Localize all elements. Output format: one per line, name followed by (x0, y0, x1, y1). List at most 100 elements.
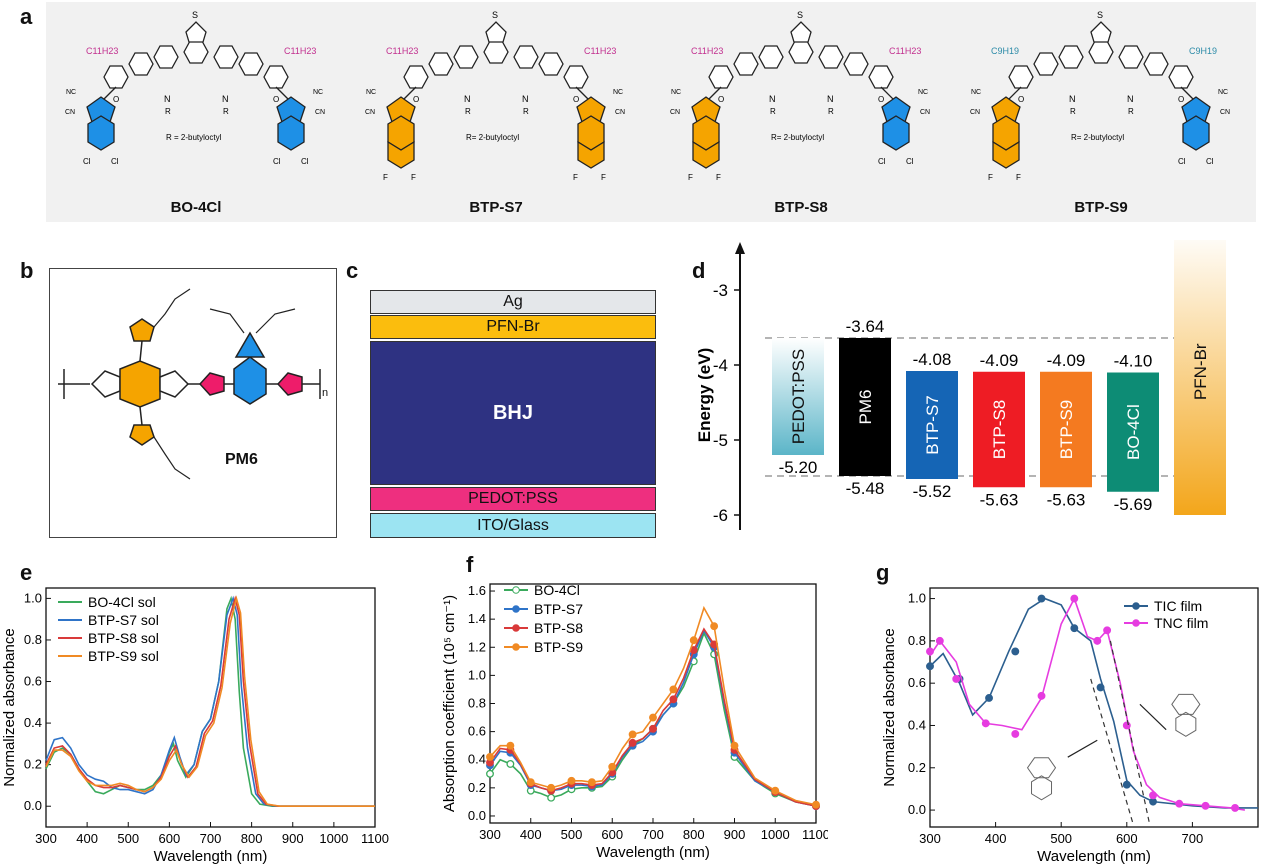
atom-label: CN (315, 109, 325, 116)
x-tick-label: 1000 (319, 831, 348, 846)
alkyl-chain-label: C11H23 (386, 46, 418, 56)
end-group-ring (577, 140, 605, 169)
end-group-ring (881, 96, 911, 123)
data-point (628, 730, 637, 739)
panel-letter-b: b (20, 258, 34, 283)
atom-label: S (1097, 10, 1103, 20)
onset-tangent-line (1109, 640, 1151, 826)
pointer-arrow-icon (1139, 703, 1167, 731)
x-axis-label: Wavelength (nm) (596, 844, 710, 861)
atom-label: R (1070, 107, 1076, 116)
data-point (985, 694, 993, 702)
end-group-ring (882, 115, 910, 151)
alkyl-chain-label: C11H23 (691, 46, 723, 56)
atom-label: S (192, 10, 198, 20)
y-tick-label: 0.0 (24, 798, 42, 813)
core-ring (758, 45, 784, 69)
inset-molecule-icon (1026, 757, 1057, 779)
data-point (526, 778, 535, 787)
bar-label: BTP-S9 (1057, 400, 1076, 460)
data-point (649, 713, 657, 722)
panel-letter-f: f (466, 552, 474, 577)
panel-letter-a: a (20, 4, 33, 29)
x-tick-label: 400 (520, 827, 542, 842)
data-point (1070, 594, 1079, 603)
atom-label: CN (615, 109, 625, 116)
panel-b-pm6: PM6 n (49, 268, 337, 538)
y-tick-label: 0.6 (24, 674, 42, 689)
core-ring (183, 40, 209, 64)
y-tick-label: 0.0 (908, 802, 926, 817)
data-point (1231, 804, 1239, 812)
x-tick-label: 400 (76, 831, 98, 846)
x-tick-label: 600 (159, 831, 181, 846)
layer-bhj: BHJ (370, 341, 656, 485)
energy-level-chart: -3 -4 -5 -6 Energy (eV) PEDOT:PSS -5.20 PM6 -3.6… (695, 240, 1226, 530)
y-tick-label: 1.0 (468, 667, 486, 682)
bar-label: BTP-S8 (990, 400, 1009, 460)
y-tick-label: -6 (713, 506, 728, 525)
energy-bar (973, 371, 1025, 488)
legend-marker (512, 643, 520, 651)
thiadiazole-ring (185, 21, 207, 43)
x-tick-label: 600 (601, 827, 623, 842)
atom-label: N (827, 94, 834, 104)
pointer-arrow-icon (1067, 739, 1098, 758)
bar-top-value: -4.09 (980, 351, 1019, 370)
x-tick-label: 500 (1050, 831, 1072, 846)
energy-bar (1107, 372, 1159, 492)
x-tick-label: 900 (724, 827, 746, 842)
inset-molecule-icon (1175, 711, 1197, 737)
onset-tangent-line (1090, 678, 1134, 826)
layer-label: PEDOT:PSS (468, 490, 558, 507)
substituent-label: R= 2-butyloctyl (1071, 133, 1124, 142)
y-tick-label: -4 (713, 356, 728, 375)
legend-label: TIC film (1154, 598, 1202, 614)
atom-label: NC (313, 89, 323, 96)
atom-label: N (1069, 94, 1076, 104)
y-tick-label: 0.2 (24, 757, 42, 772)
inset-molecule-icon (1031, 775, 1053, 801)
plot-frame (929, 587, 1259, 828)
legend-label: TNC film (1154, 615, 1208, 631)
x-tick-label: 700 (1182, 831, 1204, 846)
x-tick-label: 800 (683, 827, 705, 842)
data-point (649, 724, 657, 733)
y-tick-label: 1.0 (24, 590, 42, 605)
atom-label: F (573, 173, 578, 182)
atom-label: O (273, 95, 279, 104)
atom-label: NC (671, 89, 681, 96)
atom-label: N (464, 94, 471, 104)
end-group-ring (1181, 96, 1211, 123)
data-point (1096, 683, 1105, 692)
bar-top-value: -4.09 (1047, 351, 1086, 370)
x-tick-label: 1000 (761, 827, 790, 842)
y-tick-label: 0.8 (468, 696, 486, 711)
bar-top-value: -3.64 (846, 317, 885, 336)
data-point (689, 636, 698, 645)
atom-label: R (1128, 107, 1134, 116)
y-tick-label: 0.4 (468, 752, 486, 767)
panel-letter-g: g (876, 560, 890, 585)
x-tick-label: 1100 (802, 827, 828, 842)
data-point (1011, 647, 1020, 656)
atom-label: F (601, 173, 606, 182)
thiadiazole-ring (485, 21, 507, 43)
series-line (929, 596, 1246, 811)
data-point (952, 674, 961, 683)
layer-label: ITO/Glass (477, 516, 549, 534)
data-point (1037, 594, 1046, 603)
atom-label: O (573, 95, 579, 104)
data-point (812, 800, 820, 809)
alkyl-chain-label: C11H23 (284, 46, 316, 56)
bar-bottom-value: -5.20 (779, 458, 818, 477)
legend-marker (1132, 619, 1140, 627)
core-ring (1168, 65, 1194, 89)
atom-label: N (1127, 94, 1134, 104)
y-tick-label: 1.6 (468, 583, 486, 598)
data-point (506, 741, 515, 750)
x-axis-label: Wavelength (nm) (1037, 848, 1151, 865)
layer-ito-glass: ITO/Glass (370, 513, 656, 538)
alkyl-chain-label: C11H23 (584, 46, 616, 56)
